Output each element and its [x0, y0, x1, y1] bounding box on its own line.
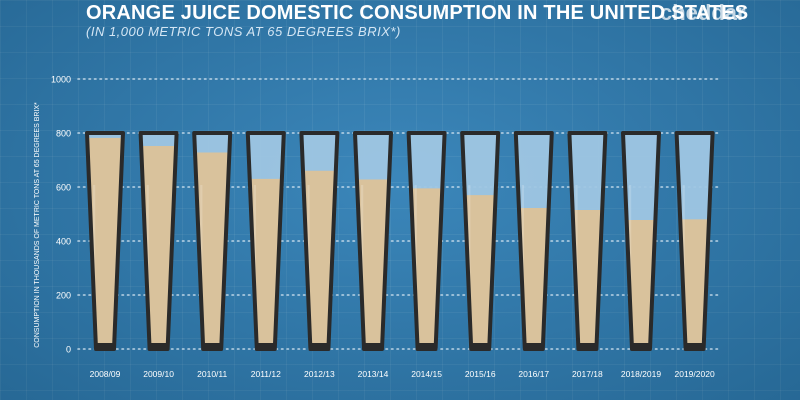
glass-2011/12 — [248, 133, 284, 351]
x-tick-label: 2009/10 — [143, 369, 174, 379]
x-axis-ticks: 2008/09 2009/10 2010/11 2011/12 2012/13 2013/… — [90, 369, 715, 379]
glass-2015/16 — [462, 133, 498, 351]
glass-2014/15 — [409, 133, 445, 351]
glass-2016/17 — [516, 133, 552, 351]
y-tick-label: 0 — [66, 345, 71, 355]
x-tick-label: 2008/09 — [90, 369, 121, 379]
glass-2018/2019 — [623, 133, 659, 351]
y-tick-label: 600 — [56, 183, 71, 193]
glass-base-2008/09 — [95, 343, 115, 351]
y-axis-ticks: 0 200 400 600 800 1000 — [51, 75, 71, 355]
x-tick-label: 2014/15 — [411, 369, 442, 379]
y-axis-label: CONSUMPTION IN THOUSANDS OF METRIC TONS … — [34, 102, 41, 348]
glass-base-2009/10 — [149, 343, 169, 351]
y-tick-label: 800 — [56, 129, 71, 139]
x-tick-label: 2013/14 — [358, 369, 389, 379]
y-tick-label: 1000 — [51, 75, 71, 85]
y-tick-label: 200 — [56, 291, 71, 301]
glass-base-2014/15 — [417, 343, 437, 351]
x-tick-label: 2010/11 — [197, 369, 227, 379]
x-tick-label: 2018/2019 — [621, 369, 661, 379]
glass-base-2018/2019 — [631, 343, 651, 351]
glass-base-2011/12 — [256, 343, 276, 351]
glass-base-2012/13 — [309, 343, 329, 351]
glass-bars — [87, 133, 713, 351]
glass-2017/18 — [569, 133, 605, 351]
glass-base-2013/14 — [363, 343, 383, 351]
x-tick-label: 2019/2020 — [675, 369, 715, 379]
glass-2013/14 — [355, 133, 391, 351]
glass-base-2010/11 — [202, 343, 222, 351]
glass-2019/2020 — [677, 133, 713, 351]
x-tick-label: 2012/13 — [304, 369, 335, 379]
glass-base-2016/17 — [524, 343, 544, 351]
glass-2008/09 — [87, 133, 123, 351]
x-tick-label: 2015/16 — [465, 369, 496, 379]
x-tick-label: 2017/18 — [572, 369, 603, 379]
glass-2012/13 — [301, 133, 337, 351]
glass-base-2019/2020 — [685, 343, 705, 351]
x-tick-label: 2016/17 — [518, 369, 549, 379]
glass-base-2015/16 — [470, 343, 490, 351]
x-tick-label: 2011/12 — [251, 369, 281, 379]
glass-base-2017/18 — [577, 343, 597, 351]
glass-2010/11 — [194, 133, 230, 351]
chart-area: 0 200 400 600 800 1000 CONSUMPTION IN THOUSAN… — [0, 0, 800, 400]
glass-2009/10 — [141, 133, 177, 351]
y-tick-label: 400 — [56, 237, 71, 247]
